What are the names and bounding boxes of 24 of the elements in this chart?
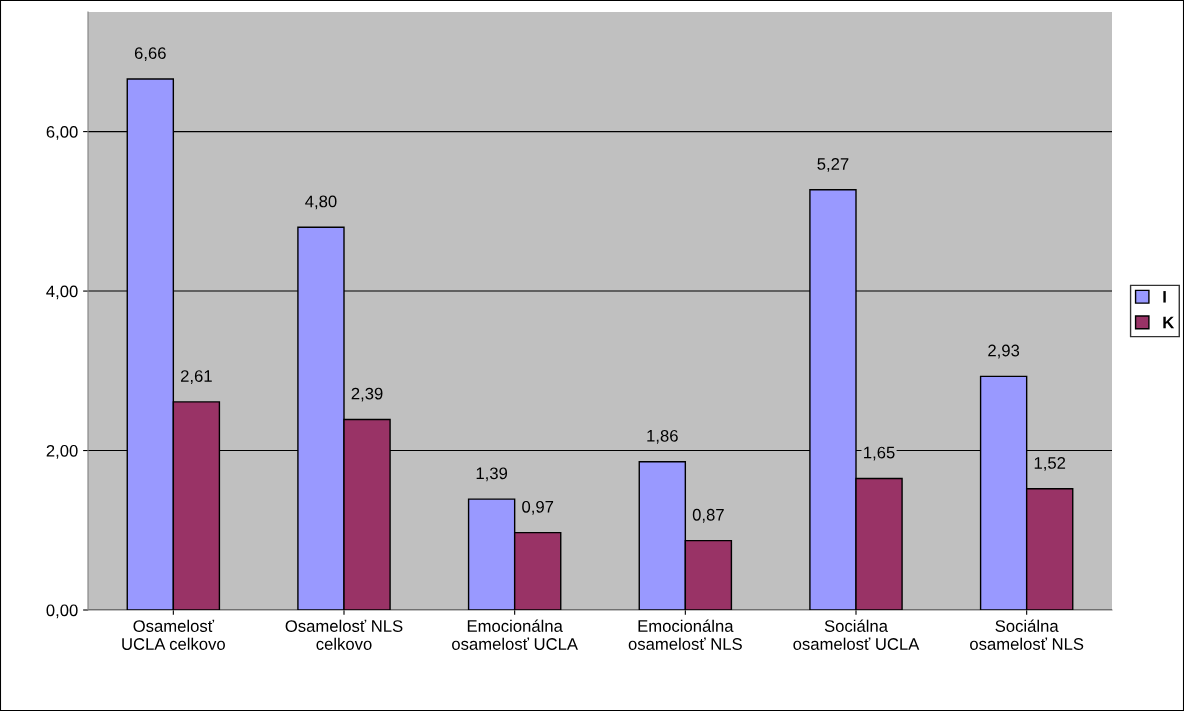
data-label: 2,39 <box>351 387 383 402</box>
y-tick-label: 6,00 <box>46 126 78 140</box>
data-label: 0,97 <box>522 500 554 515</box>
y-tick-label: 0,00 <box>46 604 78 619</box>
data-label: 0,87 <box>692 508 724 523</box>
data-label: 1,65 <box>864 446 895 461</box>
data-label: 5,27 <box>817 158 849 172</box>
data-label: 2,93 <box>988 344 1020 359</box>
x-tick-label: Osamelosť NLS celkovo <box>285 619 403 650</box>
y-tick-label: 2,00 <box>46 444 78 459</box>
legend-label: I <box>1163 291 1166 303</box>
x-tick-label: Emocionálna osamelosť UCLA <box>452 619 578 650</box>
data-label: 6,66 <box>134 47 166 61</box>
data-label: 1,52 <box>1034 457 1066 471</box>
x-tick-label: Sociálna osamelosť NLS <box>970 619 1084 650</box>
data-label: 2,61 <box>180 370 212 384</box>
x-tick-label: Emocionálna osamelosť NLS <box>628 619 742 650</box>
x-tick-label: Osamelosť UCLA celkovo <box>122 619 225 650</box>
legend-label: K <box>1163 316 1175 329</box>
x-tick-label: Sociálna osamelosť UCLA <box>793 619 920 650</box>
data-label: 4,80 <box>305 195 337 210</box>
data-label: 1,39 <box>476 467 508 482</box>
y-tick-label: 4,00 <box>46 285 78 300</box>
data-label: 1,86 <box>647 429 678 444</box>
